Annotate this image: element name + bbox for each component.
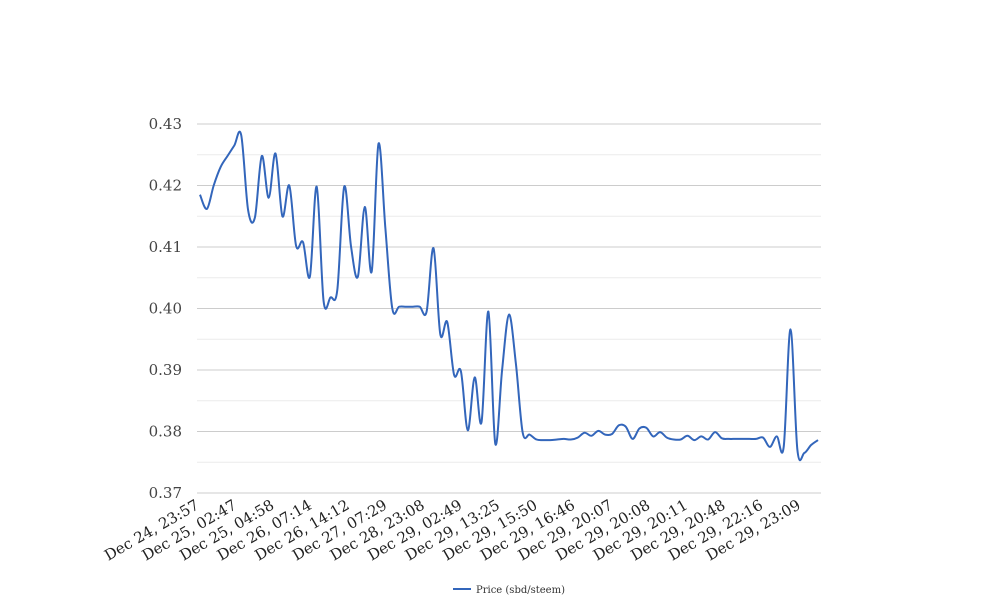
y-tick-label: 0.37 — [149, 484, 182, 502]
major-gridlines — [197, 123, 821, 494]
y-tick-label: 0.39 — [149, 361, 182, 379]
series-lines — [199, 130, 819, 462]
y-axis-tick-labels: 0.37 0.38 0.39 0.40 0.41 0.42 0.43 — [149, 115, 182, 502]
series-line — [199, 130, 819, 462]
y-tick-label: 0.40 — [149, 300, 182, 318]
y-tick-label: 0.43 — [149, 115, 182, 133]
y-tick-label: 0.38 — [149, 423, 182, 441]
legend-label: Price (sbd/steem) — [476, 585, 565, 596]
minor-gridlines — [197, 154, 821, 463]
y-tick-label: 0.42 — [149, 177, 182, 195]
y-tick-label: 0.41 — [149, 238, 182, 256]
legend[interactable]: Price (sbd/steem) — [453, 585, 565, 596]
